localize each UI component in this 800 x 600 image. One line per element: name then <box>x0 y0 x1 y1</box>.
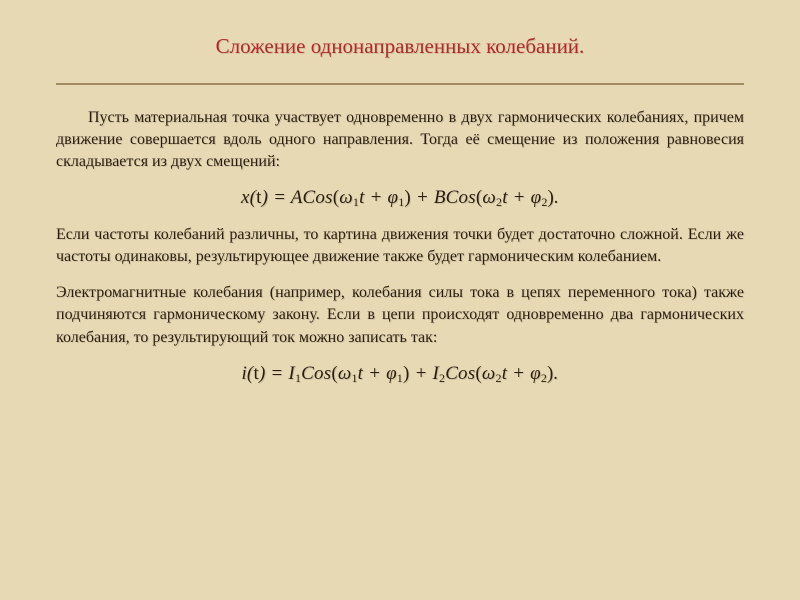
paragraph-2: Если частоты колебаний различны, то карт… <box>56 224 744 268</box>
slide-title: Сложение однонаправленных колебаний. <box>56 34 744 59</box>
formula-1: x(t) = ACos(ω1t + φ1) + BCos(ω2t + φ2). <box>56 187 744 210</box>
paragraph-3: Электромагнитные колебания (например, ко… <box>56 282 744 348</box>
formula-2: i(t) = I1Cos(ω1t + φ1) + I2Cos(ω2t + φ2)… <box>56 363 744 386</box>
horizontal-rule <box>56 83 744 85</box>
slide-page: Сложение однонаправленных колебаний. Пус… <box>0 0 800 600</box>
paragraph-1: Пусть материальная точка участвует однов… <box>56 107 744 173</box>
